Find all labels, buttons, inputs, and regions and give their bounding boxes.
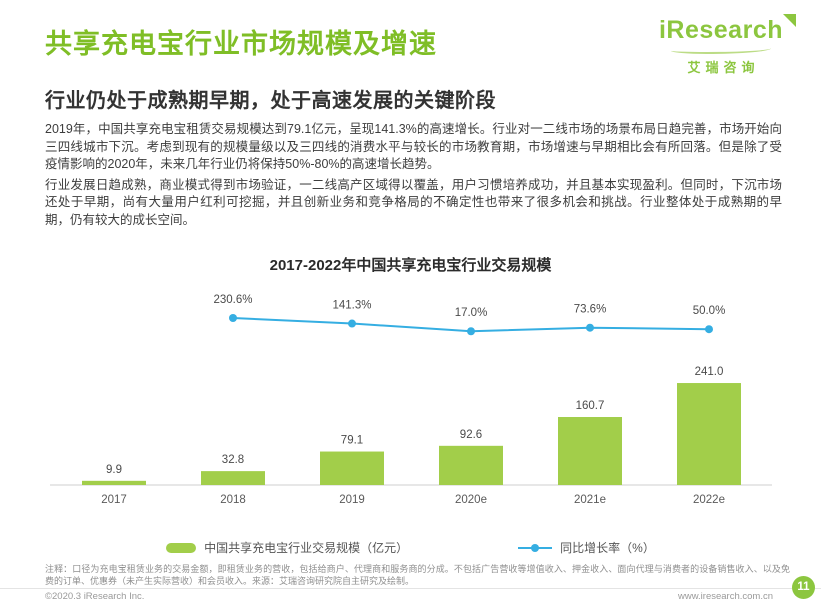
bar-2019 — [320, 451, 384, 485]
bar-2017 — [82, 480, 146, 485]
x-axis-label: 2021e — [574, 494, 606, 506]
iresearch-chinese-name: 艾瑞咨询 — [687, 60, 760, 75]
bar-value-label: 32.8 — [222, 454, 244, 466]
line-point — [705, 325, 713, 334]
line-marker-icon — [531, 543, 540, 552]
page-subtitle: 行业仍处于成熟期早期，处于高速发展的关键阶段 — [45, 90, 496, 112]
footer-divider — [0, 588, 821, 589]
bar-value-label: 92.6 — [460, 429, 482, 441]
footer-website: www.iresearch.com.cn — [677, 591, 773, 602]
line-series-label: 同比增长率（%） — [560, 541, 655, 555]
logo-swoosh-icon — [670, 45, 771, 54]
line-point — [229, 314, 237, 322]
x-axis-label: 2019 — [339, 494, 365, 506]
x-axis-label: 2018 — [220, 494, 246, 506]
x-axis-label: 2022e — [693, 494, 725, 506]
bar-value-label: 79.1 — [341, 435, 363, 447]
bar-value-label: 9.9 — [106, 464, 122, 476]
iresearch-wordmark: iResearch — [658, 16, 783, 44]
iresearch-logo: iResearch 艾瑞咨询 — [658, 14, 796, 76]
line-series-swatch-icon — [518, 543, 553, 552]
line-point — [348, 319, 356, 328]
growth-rate-label: 73.6% — [574, 304, 607, 316]
bar-series-label: 中国共享充电宝行业交易规模（亿元） — [204, 541, 409, 555]
line-point — [586, 323, 594, 332]
chart-title: 2017-2022年中国共享充电宝行业交易规模 — [269, 257, 552, 274]
growth-rate-label: 141.3% — [332, 300, 371, 312]
combo-bar-line-chart: 9.9 2017 32.8 2018 79.1 2019 92.6 2020e 160.7 202… — [50, 294, 772, 506]
x-axis-label: 2017 — [101, 494, 127, 506]
page-number-badge: 11 — [792, 576, 815, 599]
footer-copyright: ©2020.3 iResearch Inc. — [45, 591, 145, 602]
legend-item-line-series: 同比增长率（%） — [518, 539, 655, 556]
bar-value-label: 241.0 — [695, 366, 724, 378]
growth-rate-label: 230.6% — [213, 294, 252, 306]
body-text: 2019年，中国共享充电宝租赁交易规模达到79.1亿元，呈现141.3%的高速增… — [45, 121, 782, 232]
bar-value-label: 160.7 — [576, 400, 605, 412]
paragraph-2: 行业发展日趋成熟，商业模式得到市场验证，一二线高产区域得以覆盖，用户习惯培养成功… — [45, 177, 782, 227]
page-title: 共享充电宝行业市场规模及增速 — [45, 29, 437, 59]
bar-2021e — [558, 417, 622, 485]
logo-leaf-icon — [783, 14, 796, 27]
chart-legend: 中国共享充电宝行业交易规模（亿元） 同比增长率（%） — [0, 539, 821, 556]
bar-2020e — [439, 445, 503, 485]
line-point — [467, 327, 475, 336]
bar-series-swatch-icon — [166, 542, 197, 553]
bar-2018 — [201, 471, 265, 485]
growth-rate-label: 50.0% — [693, 305, 726, 317]
x-axis-label: 2020e — [455, 494, 487, 506]
footnote-source: 来源：艾瑞咨询研究院自主研究及绘制。 — [252, 575, 415, 586]
growth-rate-label: 17.0% — [455, 307, 488, 319]
legend-item-bar-series: 中国共享充电宝行业交易规模（亿元） — [166, 539, 408, 556]
paragraph-1: 2019年，中国共享充电宝租赁交易规模达到79.1亿元，呈现141.3%的高速增… — [45, 122, 782, 171]
logo-wordmark-wrap: iResearch — [658, 14, 796, 45]
footnote-note: 注释：口径为充电宝租赁业务的交易金额，即租赁业务的营收，包括给商户、代理商和服务… — [45, 564, 790, 586]
bar-2022e — [677, 383, 741, 485]
footnote: 注释：口径为充电宝租赁业务的交易金额，即租赁业务的营收，包括给商户、代理商和服务… — [45, 564, 790, 587]
